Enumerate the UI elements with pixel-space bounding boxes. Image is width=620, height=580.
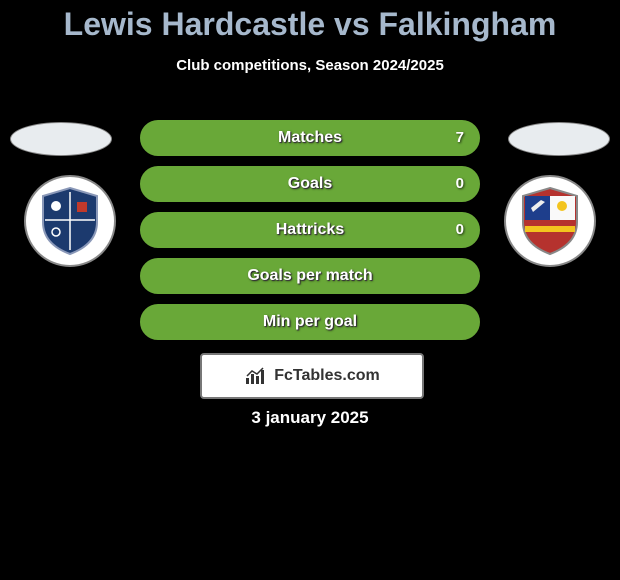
stat-right-value: 0 (456, 214, 464, 246)
stat-label: Matches (142, 122, 478, 154)
stat-row: Goals0 (140, 166, 480, 202)
stat-row: Goals per match (140, 258, 480, 294)
stat-label: Goals (142, 168, 478, 200)
footer-date: 3 january 2025 (0, 408, 620, 428)
stat-right-value: 0 (456, 168, 464, 200)
stat-row: Hattricks0 (140, 212, 480, 248)
page-title: Lewis Hardcastle vs Falkingham (0, 0, 620, 43)
stat-label: Hattricks (142, 214, 478, 246)
shield-icon (31, 182, 109, 260)
stat-label: Min per goal (142, 306, 478, 338)
stat-row: Matches7 (140, 120, 480, 156)
chart-icon (244, 366, 268, 386)
watermark-text: FcTables.com (274, 367, 380, 385)
watermark: FcTables.com (200, 353, 424, 399)
stat-rows: Matches7Goals0Hattricks0Goals per matchM… (140, 120, 480, 350)
club-crest-left (24, 175, 116, 267)
player-right-avatar (508, 122, 610, 156)
page-subtitle: Club competitions, Season 2024/2025 (0, 57, 620, 74)
club-crest-right (504, 175, 596, 267)
stat-label: Goals per match (142, 260, 478, 292)
shield-icon (511, 182, 589, 260)
comparison-card: Lewis Hardcastle vs Falkingham Club comp… (0, 0, 620, 580)
stat-row: Min per goal (140, 304, 480, 340)
player-left-avatar (10, 122, 112, 156)
stat-right-value: 7 (456, 122, 464, 154)
